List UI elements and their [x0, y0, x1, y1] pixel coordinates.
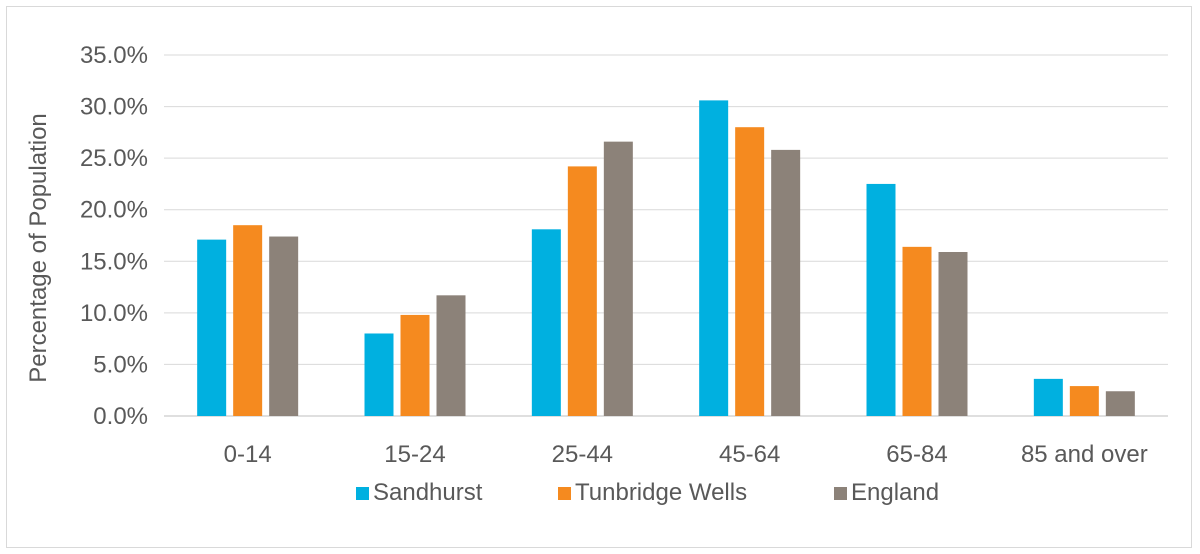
bar-england: [938, 252, 968, 416]
x-tick-label: 85 and over: [1021, 441, 1148, 468]
y-tick-label: 0.0%: [93, 403, 148, 430]
x-tick-label: 45-64: [719, 441, 780, 468]
y-tick-label: 5.0%: [93, 351, 148, 378]
gridlines: [164, 54, 1168, 417]
bar-england: [1105, 391, 1135, 416]
bar-tunbridge-wells: [233, 225, 263, 416]
legend-label: England: [851, 479, 939, 506]
bar-tunbridge-wells: [567, 166, 597, 416]
bar-england: [771, 149, 801, 417]
bars: [197, 100, 1135, 417]
y-axis-ticks: 0.0% 5.0% 10.0% 15.0% 20.0% 25.0% 30.0% 35.0%: [80, 42, 148, 430]
legend: Sandhurst Tunbridge Wells England: [356, 479, 939, 506]
bar-tunbridge-wells: [902, 246, 932, 416]
y-tick-label: 30.0%: [80, 94, 148, 121]
y-tick-label: 25.0%: [80, 145, 148, 172]
bar-sandhurst: [699, 100, 729, 416]
bar-tunbridge-wells: [735, 127, 765, 416]
y-tick-label: 35.0%: [80, 42, 148, 69]
y-tick-label: 10.0%: [80, 300, 148, 327]
x-tick-label: 15-24: [384, 441, 445, 468]
bar-england: [436, 295, 466, 416]
legend-label: Sandhurst: [373, 479, 483, 506]
bar-sandhurst: [866, 183, 896, 416]
y-tick-label: 15.0%: [80, 248, 148, 275]
bar-sandhurst: [531, 229, 561, 416]
bar-tunbridge-wells: [400, 314, 430, 416]
bar-sandhurst: [364, 333, 394, 416]
legend-swatch: [834, 487, 847, 500]
bar-tunbridge-wells: [1069, 386, 1099, 416]
bar-sandhurst: [197, 239, 227, 416]
legend-swatch: [558, 487, 571, 500]
legend-label: Tunbridge Wells: [575, 479, 747, 506]
x-tick-label: 65-84: [886, 441, 947, 468]
x-tick-label: 25-44: [552, 441, 613, 468]
y-tick-label: 20.0%: [80, 197, 148, 224]
x-axis-ticks: 0-14 15-24 25-44 45-64 65-84 85 and over: [224, 441, 1148, 468]
legend-swatch: [356, 487, 369, 500]
x-tick-label: 0-14: [224, 441, 272, 468]
bar-england: [603, 141, 633, 416]
bar-sandhurst: [1033, 378, 1063, 416]
bar-england: [269, 236, 299, 416]
y-axis-title: Percentage of Population: [25, 113, 52, 383]
